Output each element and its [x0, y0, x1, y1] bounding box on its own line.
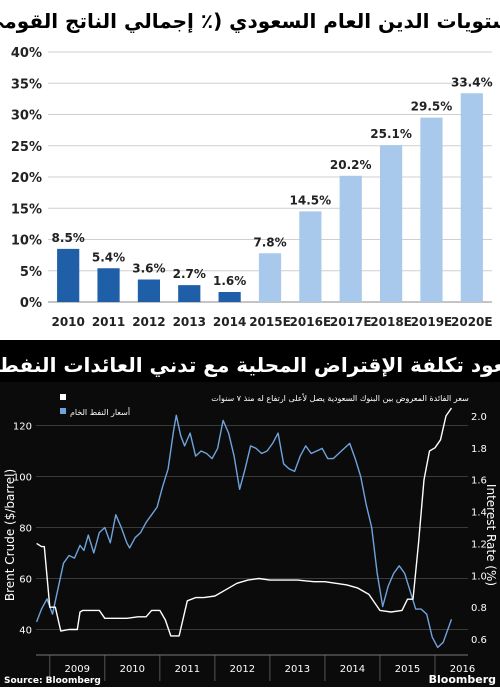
right-axis-label: Interest Rate (%) — [484, 484, 498, 586]
bar-2015E — [258, 253, 282, 302]
bar-x-tick: 2020E — [451, 315, 493, 329]
bar-2010 — [57, 248, 80, 302]
line-x-tick: 2016 — [450, 664, 475, 675]
left-axis-label: Brent Crude ($/barrel) — [3, 469, 17, 601]
bar-data-label: 25.1% — [370, 127, 412, 141]
bar-y-tick: 30% — [11, 109, 42, 124]
bar-2014 — [218, 292, 241, 302]
bar-y-tick: 25% — [11, 140, 42, 155]
left-y-tick: 100 — [13, 473, 32, 484]
left-y-tick: 120 — [13, 422, 32, 433]
bar-data-label: 20.2% — [330, 158, 372, 172]
line-chart-title: صعود تكلفة الإقتراض المحلية مع تدني العا… — [0, 353, 500, 378]
bar-data-label: 5.4% — [92, 250, 125, 264]
bar-data-label: 14.5% — [290, 193, 332, 207]
right-y-tick: 1.0 — [471, 571, 487, 582]
bar-2013 — [178, 285, 201, 302]
bar-2017E — [339, 175, 362, 302]
bar-y-tick: 40% — [11, 46, 42, 61]
legend-label-interest: سعر الفائدة المعروض بين البنوك السعودية … — [211, 393, 469, 403]
right-y-tick: 1.6 — [471, 476, 487, 487]
bar-y-tick: 20% — [11, 171, 42, 186]
right-y-tick: 1.2 — [471, 539, 487, 550]
bar-x-tick: 2013 — [173, 315, 206, 329]
bar-x-tick: 2016E — [290, 315, 332, 329]
bar-x-tick: 2015E — [249, 315, 291, 329]
bar-data-label: 7.8% — [253, 235, 286, 249]
bar-data-label: 2.7% — [173, 267, 206, 281]
bar-2016E — [299, 211, 322, 302]
brand-logo: Bloomberg — [429, 673, 496, 686]
bar-data-label: 1.6% — [213, 274, 246, 288]
left-y-tick: 60 — [19, 575, 32, 586]
line-x-tick: 2012 — [230, 664, 255, 675]
bar-2020E — [460, 93, 483, 302]
bar-data-label: 29.5% — [411, 100, 453, 114]
legend-swatch-oil — [60, 408, 66, 414]
bar-x-tick: 2011 — [92, 315, 125, 329]
bar-x-tick: 2014 — [213, 315, 246, 329]
bar-2018E — [379, 145, 403, 302]
line-x-tick: 2013 — [285, 664, 310, 675]
bar-y-tick: 0% — [20, 296, 42, 311]
right-y-tick: 0.8 — [471, 603, 487, 614]
bar-chart-background — [0, 0, 500, 340]
bar-x-tick: 2019E — [411, 315, 453, 329]
line-x-tick: 2015 — [395, 664, 420, 675]
left-y-tick: 40 — [19, 626, 32, 637]
bar-data-label: 8.5% — [52, 231, 85, 245]
right-y-tick: 1.8 — [471, 444, 487, 455]
source-note: Source: Bloomberg — [4, 676, 101, 686]
bar-x-tick: 2010 — [51, 315, 84, 329]
bar-y-tick: 10% — [11, 234, 42, 249]
right-y-tick: 2.0 — [471, 412, 487, 423]
bar-x-tick: 2012 — [132, 315, 165, 329]
bar-2011 — [97, 268, 120, 302]
bar-x-tick: 2018E — [370, 315, 412, 329]
line-x-tick: 2010 — [120, 664, 145, 675]
line-x-tick: 2014 — [340, 664, 365, 675]
line-x-tick: 2009 — [65, 664, 90, 675]
bar-data-label: 33.4% — [451, 75, 493, 89]
legend-label-oil: أسعار النفط الخام — [70, 407, 130, 417]
line-chart-panel — [0, 382, 500, 687]
bar-x-tick: 2017E — [330, 315, 372, 329]
interest-rate-line — [36, 407, 453, 637]
bar-y-tick: 35% — [11, 77, 42, 92]
line-x-tick: 2011 — [175, 664, 200, 675]
oil-price-line — [35, 414, 453, 649]
bar-y-tick: 5% — [20, 265, 42, 280]
right-y-tick: 1.4 — [471, 508, 487, 519]
bar-y-tick: 15% — [11, 202, 42, 217]
left-y-tick: 80 — [19, 524, 32, 535]
bar-data-label: 3.6% — [132, 262, 165, 276]
bar-2019E — [420, 117, 443, 302]
right-y-tick: 0.6 — [471, 635, 487, 646]
bar-2012 — [137, 279, 161, 302]
legend-swatch-interest — [60, 394, 66, 400]
bar-chart-title: مستويات الدين العام السعودي (٪ إجمالي ال… — [0, 9, 500, 34]
